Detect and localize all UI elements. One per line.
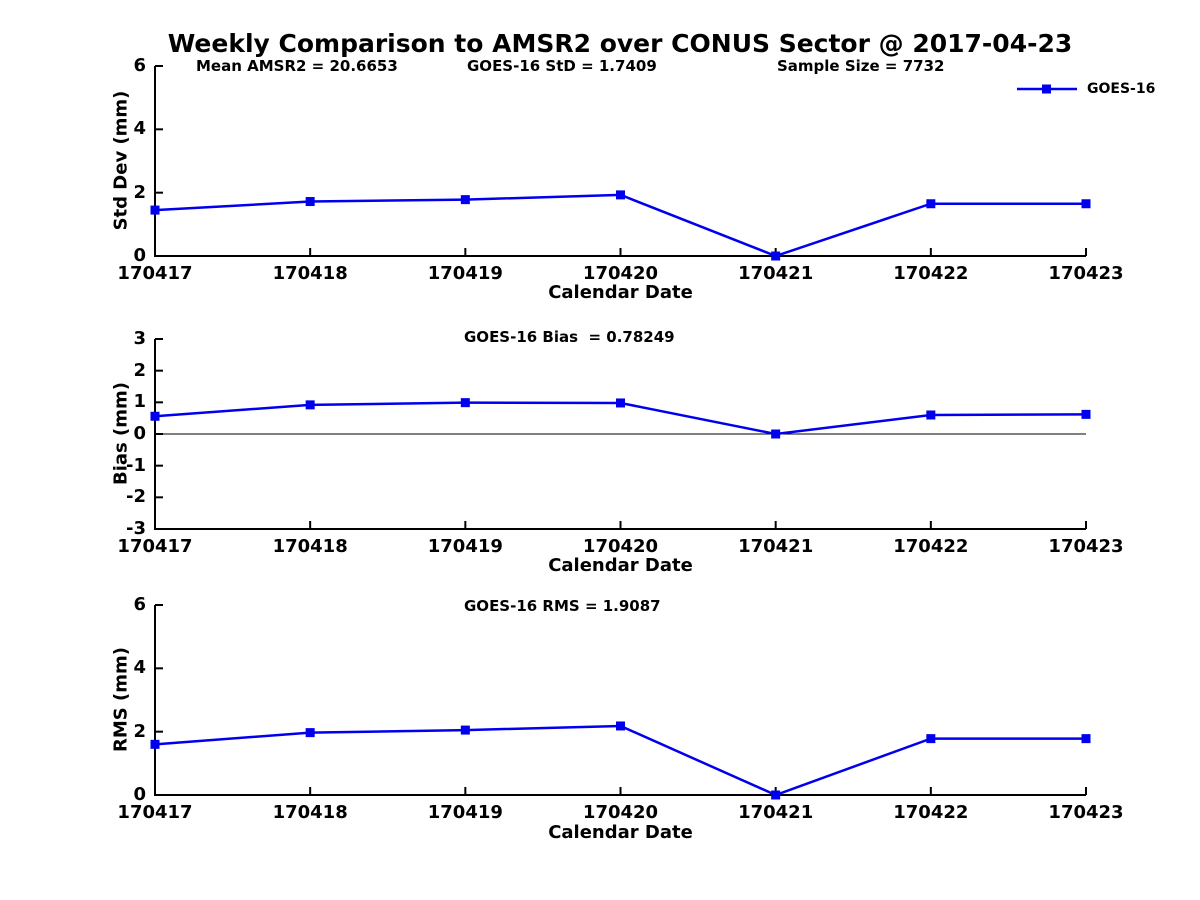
y-tick-label: -3: [126, 518, 146, 539]
data-point-marker: [150, 411, 160, 421]
x-tick-label: 170420: [582, 263, 659, 284]
y-tick-label: 3: [133, 328, 146, 349]
legend-square-marker-icon: [1042, 84, 1051, 93]
legend-label: GOES-16: [1087, 80, 1156, 97]
sample-size-annotation: Sample Size = 7732: [777, 57, 945, 75]
x-tick-label: 170419: [427, 802, 503, 823]
goes16-bias-annotation: GOES-16 Bias = 0.78249: [464, 328, 675, 346]
x-tick-label: 170423: [1048, 802, 1124, 823]
y-tick-label: 0: [133, 423, 146, 444]
x-tick-label: 170418: [272, 536, 348, 557]
data-point-marker: [926, 410, 936, 420]
y-tick-label: 6: [133, 594, 146, 615]
legend-line-sample: [1017, 84, 1077, 93]
data-point-marker: [1081, 734, 1091, 744]
y-tick-label: 4: [133, 118, 146, 140]
x-tick-label: 170417: [117, 536, 193, 557]
data-point-marker: [305, 197, 315, 207]
std-dev-x-axis-label: Calendar Date: [548, 282, 693, 303]
y-tick-label: 0: [133, 784, 146, 805]
y-tick-label: 0: [133, 245, 146, 266]
data-point-marker: [305, 728, 315, 738]
data-point-marker: [460, 195, 470, 205]
goes16-rms-annotation: GOES-16 RMS = 1.9087: [464, 597, 661, 615]
x-tick-label: 170418: [272, 263, 348, 284]
mean-amsr2-annotation: Mean AMSR2 = 20.6653: [196, 57, 398, 75]
y-tick-label: 2: [133, 720, 146, 742]
x-tick-label: 170418: [272, 802, 348, 823]
x-tick-label: 170421: [738, 802, 814, 823]
data-point-marker: [305, 400, 315, 410]
y-tick-label: -2: [126, 486, 146, 508]
y-tick-label: 2: [133, 181, 146, 203]
y-tick-label: 4: [133, 657, 146, 679]
x-tick-label: 170419: [427, 536, 503, 557]
x-tick-label: 170420: [582, 536, 659, 557]
axis-spines: [154, 605, 1086, 796]
y-tick-label: -1: [126, 454, 146, 476]
data-point-marker: [771, 251, 781, 261]
x-tick-label: 170422: [893, 263, 969, 284]
y-tick-label: 1: [133, 391, 146, 413]
data-point-marker: [1081, 409, 1091, 419]
x-tick-label: 170422: [893, 802, 969, 823]
data-point-marker: [460, 725, 470, 735]
data-point-marker: [926, 199, 936, 209]
x-tick-label: 170423: [1048, 536, 1124, 557]
bias-x-axis-label: Calendar Date: [548, 555, 693, 576]
data-point-marker: [616, 190, 625, 200]
y-tick-label: 2: [133, 359, 146, 381]
x-tick-label: 170417: [117, 802, 193, 823]
rms-y-axis-label: RMS (mm): [110, 647, 132, 752]
data-point-marker: [150, 739, 160, 749]
x-tick-label: 170421: [738, 536, 814, 557]
data-point-marker: [460, 398, 470, 408]
data-point-marker: [616, 721, 625, 731]
legend: GOES-16: [1016, 80, 1156, 97]
series-line: [154, 724, 1086, 797]
data-point-marker: [771, 429, 781, 439]
figure-title: Weekly Comparison to AMSR2 over CONUS Se…: [167, 29, 1073, 58]
data-point-marker: [926, 734, 936, 744]
rms-x-axis-label: Calendar Date: [548, 822, 693, 843]
x-tick-label: 170421: [738, 263, 814, 284]
x-tick-label: 170423: [1048, 263, 1124, 284]
data-point-marker: [616, 398, 625, 408]
data-point-marker: [1081, 199, 1091, 209]
data-point-marker: [771, 790, 781, 800]
goes16-std-annotation: GOES-16 StD = 1.7409: [467, 57, 657, 75]
x-tick-label: 170422: [893, 536, 969, 557]
x-tick-label: 170420: [582, 802, 659, 823]
data-point-marker: [150, 205, 160, 215]
y-tick-label: 6: [133, 55, 146, 76]
x-tick-label: 170417: [117, 263, 193, 284]
x-tick-label: 170419: [427, 263, 503, 284]
